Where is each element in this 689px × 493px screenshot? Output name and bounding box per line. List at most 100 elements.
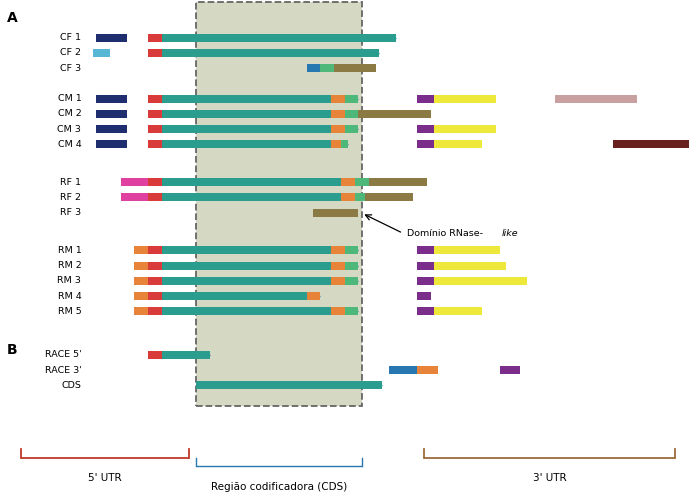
Bar (148, 292, 162, 300)
Bar (365, 193, 413, 202)
Bar (434, 307, 482, 316)
Bar (417, 307, 434, 316)
Bar (331, 110, 344, 118)
Bar (162, 193, 365, 202)
Bar (162, 141, 348, 148)
Bar (162, 110, 358, 118)
Bar (162, 262, 358, 270)
Bar (121, 178, 148, 186)
Bar (331, 262, 344, 270)
Text: CF 1: CF 1 (61, 33, 81, 42)
Bar (148, 125, 162, 133)
Bar (417, 246, 434, 254)
Text: CM 3: CM 3 (57, 125, 81, 134)
Bar (341, 193, 355, 202)
Bar (148, 351, 162, 359)
Text: like: like (502, 229, 518, 238)
Bar (344, 262, 358, 270)
Bar (162, 178, 372, 186)
Text: Domínio RNase-: Domínio RNase- (407, 229, 482, 238)
Bar (148, 246, 162, 254)
Bar (96, 141, 127, 148)
Bar (96, 110, 127, 118)
Text: RACE 3': RACE 3' (45, 366, 81, 375)
Bar (196, 382, 382, 389)
Bar (148, 262, 162, 270)
Bar (93, 49, 110, 57)
Bar (148, 49, 162, 57)
Bar (196, 2, 362, 406)
Text: A: A (7, 11, 18, 25)
Bar (148, 277, 162, 285)
Bar (307, 64, 320, 72)
Text: CM 1: CM 1 (58, 94, 81, 103)
Text: RF 2: RF 2 (61, 193, 81, 202)
Bar (134, 246, 148, 254)
Bar (162, 351, 210, 359)
Text: CM 2: CM 2 (58, 109, 81, 118)
Bar (162, 125, 358, 133)
Bar (162, 307, 358, 316)
Bar (417, 141, 434, 148)
Bar (417, 292, 431, 300)
Bar (434, 277, 527, 285)
Bar (313, 209, 358, 217)
Bar (148, 95, 162, 103)
Bar (148, 193, 162, 202)
Bar (134, 262, 148, 270)
Bar (331, 277, 344, 285)
Bar (355, 193, 365, 202)
Text: CM 4: CM 4 (58, 140, 81, 149)
Bar (162, 246, 358, 254)
Bar (500, 366, 520, 374)
Bar (331, 125, 344, 133)
Bar (417, 277, 434, 285)
Text: RF 1: RF 1 (61, 177, 81, 187)
Bar (162, 95, 358, 103)
Bar (307, 292, 320, 300)
Bar (344, 246, 358, 254)
Text: RF 3: RF 3 (60, 208, 81, 217)
Bar (417, 366, 438, 374)
Bar (344, 95, 358, 103)
Bar (96, 34, 127, 42)
Text: RM 2: RM 2 (58, 261, 81, 270)
Bar (355, 178, 369, 186)
Text: RM 5: RM 5 (58, 307, 81, 316)
Bar (96, 125, 127, 133)
Bar (417, 125, 434, 133)
Bar (369, 178, 427, 186)
Text: RM 1: RM 1 (58, 246, 81, 255)
Bar (555, 95, 637, 103)
Text: 3' UTR: 3' UTR (533, 473, 566, 483)
Bar (434, 262, 506, 270)
Bar (434, 125, 496, 133)
Bar (331, 307, 344, 316)
Text: CF 3: CF 3 (60, 64, 81, 72)
Text: RM 3: RM 3 (57, 277, 81, 285)
Bar (320, 64, 334, 72)
Bar (134, 277, 148, 285)
Bar (148, 110, 162, 118)
Bar (613, 141, 689, 148)
Bar (434, 246, 500, 254)
Bar (344, 307, 358, 316)
Bar (331, 95, 344, 103)
Bar (148, 307, 162, 316)
Bar (148, 34, 162, 42)
Bar (162, 49, 379, 57)
Bar (358, 110, 431, 118)
Bar (334, 64, 376, 72)
Bar (331, 141, 341, 148)
Text: 5' UTR: 5' UTR (88, 473, 122, 483)
Bar (341, 141, 348, 148)
Bar (134, 292, 148, 300)
Bar (134, 307, 148, 316)
Bar (344, 110, 358, 118)
Bar (121, 193, 148, 202)
Text: B: B (7, 343, 17, 357)
Bar (148, 141, 162, 148)
Text: RACE 5': RACE 5' (45, 351, 81, 359)
Bar (434, 95, 496, 103)
Bar (389, 366, 417, 374)
